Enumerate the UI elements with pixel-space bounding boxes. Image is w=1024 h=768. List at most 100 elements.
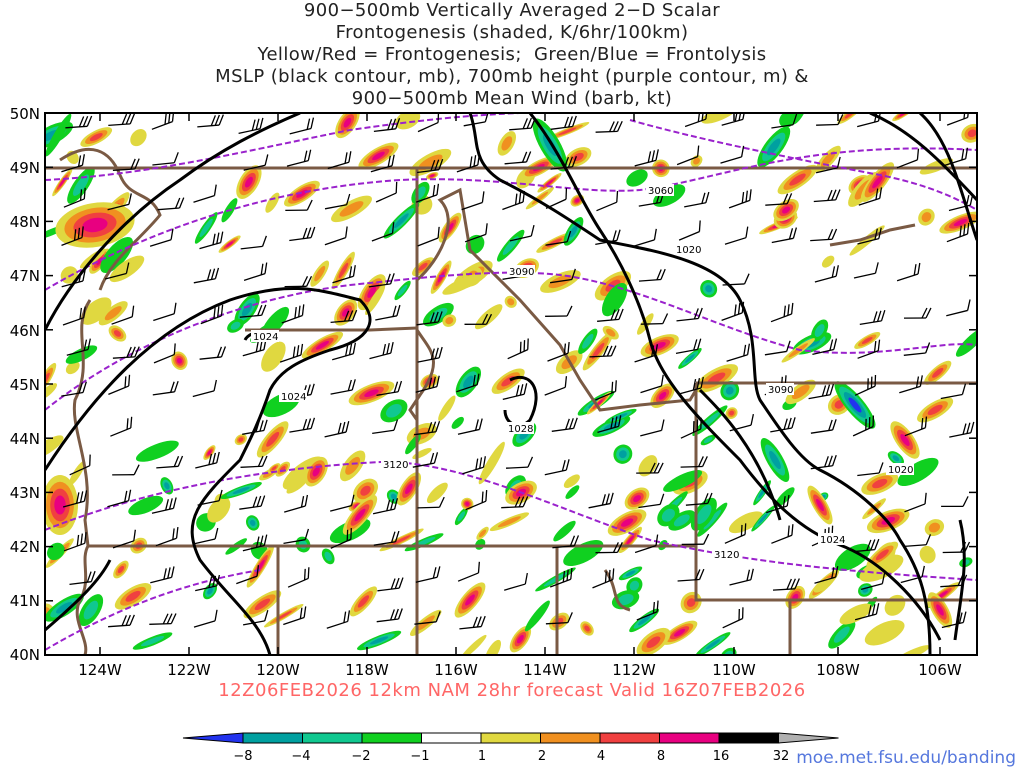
wind-barb [112, 346, 140, 359]
lon-label: 120W [256, 661, 300, 679]
frontogenesis-cell [866, 541, 899, 568]
wind-barb [896, 262, 921, 282]
wind-barb [810, 419, 837, 434]
colorbar-swatch [718, 732, 780, 744]
wind-barb [509, 224, 535, 242]
frontogenesis-cell [454, 582, 486, 618]
frontogenesis-cell [636, 627, 671, 655]
wind-barb [903, 342, 931, 356]
wind-barb [283, 528, 310, 545]
wind-barb [860, 572, 886, 591]
frontogenesis-cell [114, 583, 152, 610]
wind-barb [462, 456, 486, 475]
wind-barb [941, 611, 967, 629]
frontogenesis-cell [304, 456, 328, 487]
frontogenesis-cell [426, 172, 439, 180]
wind-barb [858, 187, 883, 206]
wind-barb [376, 380, 403, 397]
wind-barb [456, 153, 481, 173]
lat-label: 44N [10, 430, 40, 448]
wind-barb [720, 145, 745, 164]
colorbar-tick: 16 [713, 749, 730, 764]
wind-barb [240, 455, 268, 468]
wind-barb [588, 492, 614, 509]
frontogenesis-cell [45, 113, 72, 157]
wind-barb [112, 464, 140, 476]
frontogenesis-cell [918, 208, 935, 226]
frontogenesis-cell [67, 166, 95, 204]
contour-labels: 1024 1024 1028 1020 1020 1024 3060 3090 … [251, 184, 914, 561]
wind-barb [464, 223, 488, 243]
mslp-label: 1020 [888, 465, 913, 476]
wind-barb [368, 273, 395, 288]
wind-barb [595, 542, 623, 554]
wind-barb [545, 612, 573, 625]
wind-barb [638, 493, 665, 509]
wind-barb [327, 151, 352, 170]
wind-barb [326, 610, 351, 629]
wind-barb [770, 302, 794, 323]
frontogenesis-cell [728, 511, 763, 534]
wind-barb [61, 226, 84, 247]
wind-barb [949, 421, 975, 438]
wind-barb [108, 374, 131, 396]
frontogenesis-cell [460, 634, 487, 655]
wind-barb [900, 565, 925, 584]
frontogenesis-cell [545, 122, 590, 141]
wind-barb [69, 570, 96, 586]
frontogenesis-cell [917, 397, 954, 423]
wind-barb [547, 342, 570, 362]
frontogenesis-cell [45, 593, 84, 622]
frontogenesis-cell [491, 368, 525, 394]
frontogenesis-cell [663, 470, 703, 492]
frontogenesis-cell [78, 594, 104, 627]
frontogenesis-cell [860, 162, 895, 202]
wind-barb [677, 568, 705, 582]
frontogenesis-cell [618, 566, 643, 581]
frontogenesis-cell [60, 266, 78, 284]
colorbar-swatch [540, 732, 601, 744]
wind-barb [111, 305, 135, 325]
wind-barb [324, 193, 351, 210]
frontogenesis-cell [236, 165, 262, 199]
wind-barb [330, 528, 352, 549]
frontogenesis-cell [461, 497, 474, 511]
wind-barb [459, 615, 486, 630]
frontogenesis-cell [861, 472, 899, 495]
wind-barb [152, 380, 179, 396]
wind-barb [810, 455, 837, 470]
wind-barb [946, 299, 971, 317]
frontogenesis-cell [454, 507, 468, 526]
lon-axis: 124W 122W 120W 118W 116W 114W 112W 110W … [78, 661, 962, 679]
mslp-label: 1024 [253, 332, 278, 343]
frontogenesis-cell [720, 380, 740, 401]
frontogenesis-cell [837, 113, 862, 124]
wind-barb [417, 496, 445, 509]
frontogenesis-cell [535, 567, 576, 592]
state-borders [45, 147, 977, 655]
wind-barb [944, 147, 969, 167]
wind-barb [857, 462, 884, 477]
wind-barb [287, 567, 310, 588]
frontogenesis-cell [537, 173, 562, 193]
wind-barb [545, 230, 572, 246]
wind-barb [104, 262, 130, 280]
lat-label: 42N [10, 538, 40, 556]
wind-barb [771, 524, 794, 544]
wind-barb [765, 193, 793, 206]
colorbar-tick: 4 [597, 749, 605, 764]
wind-barb [62, 306, 86, 326]
wind-barb [61, 381, 87, 397]
source-url[interactable]: moe.met.fsu.edu/banding [796, 748, 1016, 768]
wind-barb [676, 307, 703, 322]
frontogenesis-cell [335, 113, 360, 139]
colorbar-swatch [659, 732, 720, 744]
wind-barb [814, 566, 839, 584]
wind-barb [681, 533, 710, 546]
frontogenesis-cell [380, 399, 408, 423]
frontogenesis-cell [497, 131, 516, 156]
frontogenesis-cell [283, 180, 320, 207]
wind-barb [370, 154, 395, 173]
frontogenesis-cell [365, 284, 386, 316]
frontogenesis-cell [348, 381, 395, 406]
